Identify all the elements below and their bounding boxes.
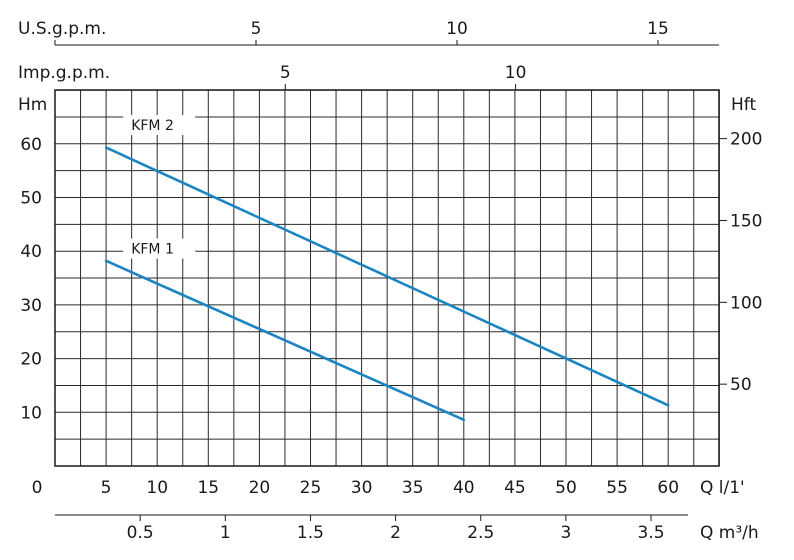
x-tick-label: 60 <box>657 478 679 498</box>
axes <box>54 40 727 521</box>
x-tick-label: 15 <box>197 478 219 498</box>
x-tick-label: 5 <box>101 478 112 498</box>
series-label-bg <box>123 238 196 259</box>
y-left-tick-label: 40 <box>20 242 42 262</box>
y-left-tick-label: 10 <box>20 403 42 423</box>
y-right-tick-label: 150 <box>730 211 762 231</box>
series-label-kfm-1: KFM 1 <box>131 242 174 258</box>
x-tick-label: 35 <box>402 478 424 498</box>
m3h-tick-label: 3.5 <box>638 523 665 543</box>
m3h-tick-label: 3 <box>560 523 571 543</box>
usgpm-tick-label: 10 <box>446 19 468 39</box>
series-label-bg <box>123 115 196 136</box>
impgpm-tick-label: 5 <box>280 63 291 83</box>
x-tick-label: 55 <box>606 478 628 498</box>
y-right-tick-label: 50 <box>730 375 752 395</box>
y-right-tick-label: 100 <box>730 293 762 313</box>
grid <box>54 89 720 467</box>
series-label-kfm-2: KFM 2 <box>131 118 174 134</box>
usgpm-tick-label: 5 <box>251 19 262 39</box>
m3h-tick-label: 0.5 <box>127 523 154 543</box>
impgpm-tick-label: 10 <box>505 63 527 83</box>
x-axis-label: Q l/1' <box>700 478 745 498</box>
series-line-kfm-2 <box>104 146 670 407</box>
x-tick-label: 10 <box>146 478 168 498</box>
m3h-tick-label: 1 <box>220 523 231 543</box>
x-tick-label: 50 <box>555 478 577 498</box>
x-tick-label: 0 <box>32 478 43 498</box>
m3h-tick-label: 2.5 <box>467 523 494 543</box>
y-left-tick-label: 60 <box>20 135 42 155</box>
y-left-tick-label: 50 <box>20 189 42 209</box>
x-tick-label: 20 <box>249 478 271 498</box>
series-line-kfm-1 <box>104 259 466 422</box>
m3h-tick-label: 1.5 <box>297 523 324 543</box>
y-right-tick-label: 200 <box>730 130 762 150</box>
x-tick-label: 30 <box>351 478 373 498</box>
y-right-axis-label: Hft <box>731 95 756 115</box>
y-left-tick-label: 30 <box>20 296 42 316</box>
series-lines <box>104 146 670 422</box>
y-left-axis-label: Hm <box>18 95 47 115</box>
x-tick-label: 45 <box>504 478 526 498</box>
m3h-axis-label: Q m³/h <box>700 523 759 543</box>
usgpm-tick-label: 15 <box>647 19 669 39</box>
m3h-tick-label: 2 <box>390 523 401 543</box>
usgpm-axis-label: U.S.g.p.m. <box>18 19 106 39</box>
y-left-tick-label: 20 <box>20 350 42 370</box>
x-tick-label: 25 <box>300 478 322 498</box>
x-tick-label: 40 <box>453 478 475 498</box>
impgpm-axis-label: Imp.g.p.m. <box>18 63 110 83</box>
